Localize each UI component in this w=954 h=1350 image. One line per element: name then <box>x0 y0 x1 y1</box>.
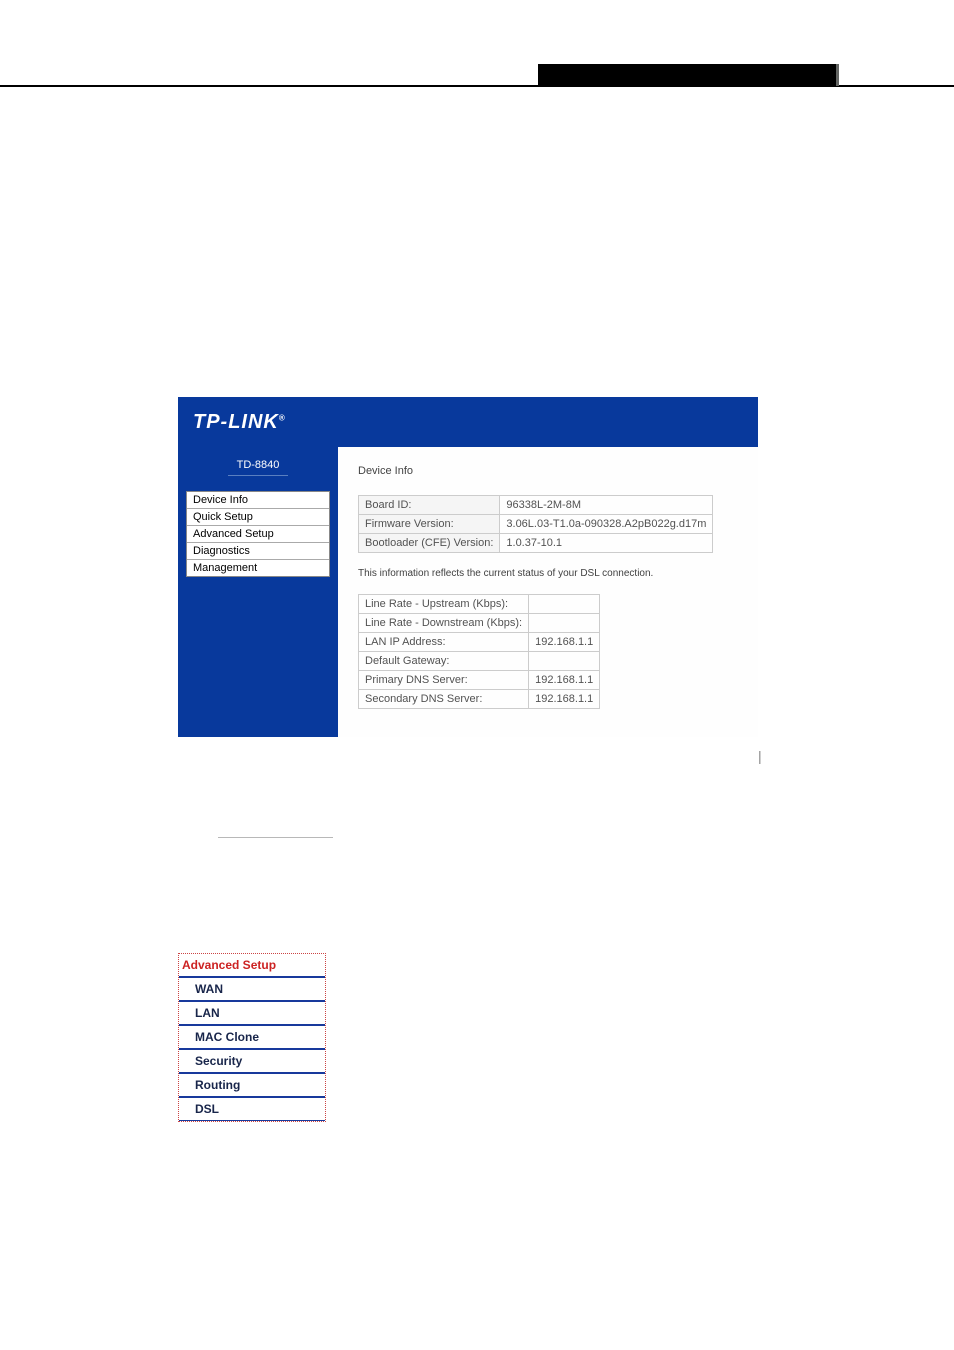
info-label: Bootloader (CFE) Version: <box>359 534 500 553</box>
dsl-status-table: Line Rate - Upstream (Kbps): Line Rate -… <box>358 594 600 709</box>
main-content: Device Info Board ID: 96338L-2M-8M Firmw… <box>338 447 758 737</box>
device-info-table: Board ID: 96338L-2M-8M Firmware Version:… <box>358 495 713 553</box>
status-label: Default Gateway: <box>359 652 529 671</box>
header-black-bar-edge <box>836 64 839 86</box>
status-label: Secondary DNS Server: <box>359 690 529 709</box>
status-value: 192.168.1.1 <box>529 671 600 690</box>
submenu-item-mac-clone[interactable]: MAC Clone <box>179 1026 325 1050</box>
sidebar-item-management[interactable]: Management <box>187 560 329 576</box>
table-row: Default Gateway: <box>359 652 600 671</box>
table-row: Bootloader (CFE) Version: 1.0.37-10.1 <box>359 534 713 553</box>
brand-logo: TP-LINK® <box>193 411 286 434</box>
submenu-header: Advanced Setup <box>179 954 325 978</box>
header-black-bar <box>538 64 836 86</box>
sidebar: TD-8840 Device Info Quick Setup Advanced… <box>178 447 338 737</box>
panel-title: Device Info <box>358 465 758 477</box>
advanced-setup-submenu: Advanced Setup WAN LAN MAC Clone Securit… <box>178 953 326 1122</box>
sidebar-item-diagnostics[interactable]: Diagnostics <box>187 543 329 560</box>
sidebar-item-device-info[interactable]: Device Info <box>187 492 329 509</box>
status-description: This information reflects the current st… <box>358 568 758 579</box>
info-label: Firmware Version: <box>359 515 500 534</box>
table-row: Line Rate - Downstream (Kbps): <box>359 614 600 633</box>
logo-text: TP-LINK <box>193 411 279 433</box>
info-label: Board ID: <box>359 496 500 515</box>
status-value: 192.168.1.1 <box>529 690 600 709</box>
submenu-item-routing[interactable]: Routing <box>179 1074 325 1098</box>
table-row: LAN IP Address: 192.168.1.1 <box>359 633 600 652</box>
status-value <box>529 614 600 633</box>
status-label: Line Rate - Downstream (Kbps): <box>359 614 529 633</box>
status-label: LAN IP Address: <box>359 633 529 652</box>
document-top-rule <box>0 0 954 87</box>
status-label: Primary DNS Server: <box>359 671 529 690</box>
table-row: Secondary DNS Server: 192.168.1.1 <box>359 690 600 709</box>
submenu-item-wan[interactable]: WAN <box>179 978 325 1002</box>
info-value: 96338L-2M-8M <box>500 496 713 515</box>
submenu-item-security[interactable]: Security <box>179 1050 325 1074</box>
submenu-item-lan[interactable]: LAN <box>179 1002 325 1026</box>
table-row: Primary DNS Server: 192.168.1.1 <box>359 671 600 690</box>
divider-line <box>218 837 333 843</box>
sidebar-menu: Device Info Quick Setup Advanced Setup D… <box>186 491 330 577</box>
info-value: 1.0.37-10.1 <box>500 534 713 553</box>
sidebar-item-advanced-setup[interactable]: Advanced Setup <box>187 526 329 543</box>
info-value: 3.06L.03-T1.0a-090328.A2pB022g.d17m <box>500 515 713 534</box>
table-row: Line Rate - Upstream (Kbps): <box>359 595 600 614</box>
router-ui-screenshot: TP-LINK® TD-8840 Device Info Quick Setup… <box>178 397 758 737</box>
status-label: Line Rate - Upstream (Kbps): <box>359 595 529 614</box>
status-value: 192.168.1.1 <box>529 633 600 652</box>
router-header: TP-LINK® <box>178 397 758 447</box>
model-number: TD-8840 <box>228 459 288 476</box>
sidebar-item-quick-setup[interactable]: Quick Setup <box>187 509 329 526</box>
text-cursor: | <box>758 748 760 762</box>
logo-reg: ® <box>279 413 286 422</box>
table-row: Firmware Version: 3.06L.03-T1.0a-090328.… <box>359 515 713 534</box>
status-value <box>529 652 600 671</box>
status-value <box>529 595 600 614</box>
table-row: Board ID: 96338L-2M-8M <box>359 496 713 515</box>
submenu-item-dsl[interactable]: DSL <box>179 1098 325 1121</box>
